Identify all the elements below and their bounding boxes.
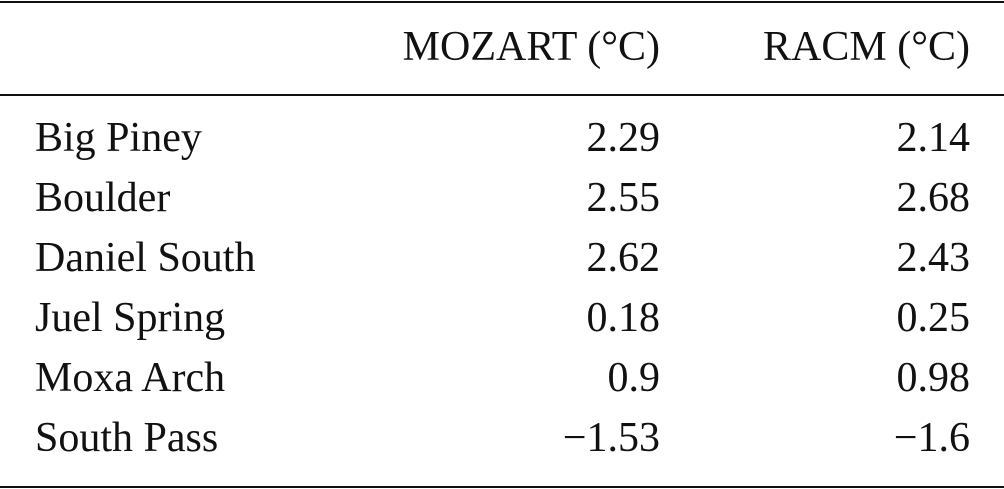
top-rule — [0, 1, 1004, 3]
column-header: MOZART (°C) — [402, 24, 660, 70]
header-rule — [0, 94, 1004, 96]
row-label: Moxa Arch — [35, 355, 226, 401]
cell-value: 2.55 — [586, 175, 661, 221]
cell-value: 0.18 — [586, 295, 661, 341]
cell-value: 2.62 — [586, 235, 661, 281]
row-label: South Pass — [35, 415, 219, 461]
cell-value: 2.29 — [586, 115, 661, 161]
cell-value: 2.14 — [896, 115, 971, 161]
cell-value: 0.9 — [607, 355, 661, 401]
cell-value: 0.98 — [896, 355, 971, 401]
row-label: Juel Spring — [35, 295, 226, 341]
row-label: Boulder — [35, 175, 171, 221]
row-label: Big Piney — [35, 115, 202, 161]
column-header: RACM (°C) — [763, 24, 970, 70]
bottom-rule — [0, 486, 1004, 488]
cell-value: −1.6 — [893, 415, 970, 461]
cell-value: 2.43 — [896, 235, 971, 281]
cell-value: 0.25 — [896, 295, 971, 341]
row-label: Daniel South — [35, 235, 256, 281]
cell-value: −1.53 — [562, 415, 660, 461]
cell-value: 2.68 — [896, 175, 971, 221]
